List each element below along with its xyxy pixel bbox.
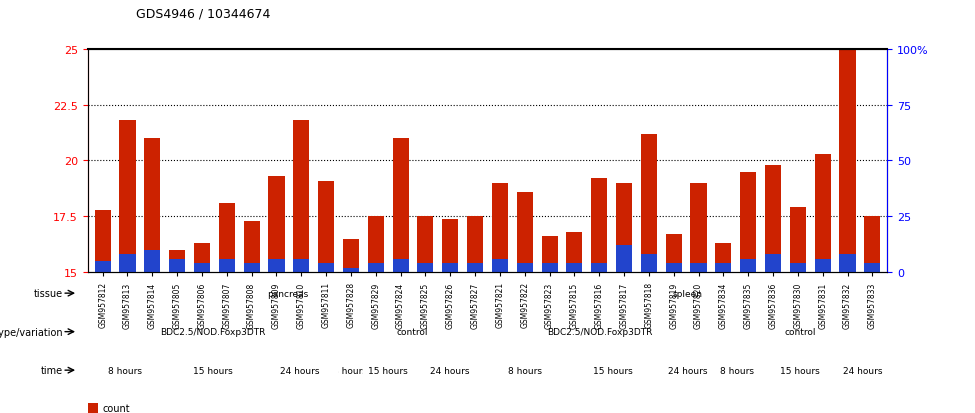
- Bar: [517, 192, 532, 273]
- Bar: [417, 217, 434, 273]
- Text: 24 hours: 24 hours: [430, 366, 470, 375]
- Bar: [541, 263, 558, 273]
- Bar: [293, 121, 309, 273]
- Bar: [318, 181, 334, 273]
- Text: 8 hours: 8 hours: [721, 366, 755, 375]
- Text: control: control: [397, 328, 428, 336]
- Bar: [169, 259, 185, 273]
- Text: 15 hours: 15 hours: [780, 366, 820, 375]
- Text: 15 hours: 15 hours: [368, 366, 408, 375]
- Bar: [716, 244, 731, 273]
- Bar: [443, 263, 458, 273]
- Text: genotype/variation: genotype/variation: [0, 327, 63, 337]
- Text: count: count: [102, 404, 130, 413]
- Bar: [641, 134, 657, 273]
- Bar: [815, 259, 831, 273]
- Text: time: time: [41, 365, 63, 375]
- Bar: [244, 263, 259, 273]
- Text: 15 hours: 15 hours: [593, 366, 633, 375]
- Bar: [790, 208, 806, 273]
- Bar: [268, 259, 285, 273]
- Bar: [839, 50, 856, 273]
- Bar: [119, 255, 136, 273]
- Bar: [566, 263, 582, 273]
- Bar: [169, 250, 185, 273]
- Text: control: control: [784, 328, 815, 336]
- Text: 24 hours: 24 hours: [281, 366, 320, 375]
- Bar: [443, 219, 458, 273]
- Bar: [765, 255, 781, 273]
- Bar: [790, 263, 806, 273]
- Bar: [268, 177, 285, 273]
- Bar: [690, 183, 707, 273]
- Bar: [343, 239, 359, 273]
- Bar: [517, 263, 532, 273]
- Bar: [740, 259, 757, 273]
- Text: tissue: tissue: [34, 288, 63, 299]
- Bar: [591, 179, 607, 273]
- Bar: [144, 139, 160, 273]
- Bar: [666, 263, 682, 273]
- Bar: [740, 172, 757, 273]
- Bar: [591, 263, 607, 273]
- Bar: [864, 263, 880, 273]
- Bar: [616, 246, 632, 273]
- Bar: [815, 154, 831, 273]
- Bar: [666, 235, 682, 273]
- Text: BDC2.5/NOD.Foxp3DTR: BDC2.5/NOD.Foxp3DTR: [547, 328, 652, 336]
- Text: 8 hours: 8 hours: [508, 366, 542, 375]
- Text: 15 hours: 15 hours: [193, 366, 233, 375]
- Bar: [417, 263, 434, 273]
- Bar: [194, 263, 210, 273]
- Bar: [393, 259, 409, 273]
- Bar: [491, 183, 508, 273]
- Bar: [541, 237, 558, 273]
- Bar: [368, 217, 384, 273]
- Bar: [293, 259, 309, 273]
- Bar: [95, 261, 111, 273]
- Bar: [368, 263, 384, 273]
- Bar: [690, 263, 707, 273]
- Text: 24 hours: 24 hours: [842, 366, 882, 375]
- Bar: [218, 259, 235, 273]
- Bar: [765, 166, 781, 273]
- Bar: [616, 183, 632, 273]
- Bar: [194, 244, 210, 273]
- Bar: [839, 255, 856, 273]
- Bar: [641, 255, 657, 273]
- Bar: [343, 268, 359, 273]
- Bar: [144, 250, 160, 273]
- Text: 8 hours: 8 hours: [333, 366, 367, 375]
- Bar: [318, 263, 334, 273]
- Bar: [566, 233, 582, 273]
- Bar: [393, 139, 409, 273]
- Bar: [467, 217, 484, 273]
- Text: pancreas: pancreas: [267, 289, 308, 298]
- Bar: [88, 404, 98, 413]
- Text: 24 hours: 24 hours: [668, 366, 707, 375]
- Bar: [716, 263, 731, 273]
- Text: BDC2.5/NOD.Foxp3DTR: BDC2.5/NOD.Foxp3DTR: [160, 328, 265, 336]
- Text: spleen: spleen: [673, 289, 702, 298]
- Bar: [218, 204, 235, 273]
- Bar: [491, 259, 508, 273]
- Bar: [467, 263, 484, 273]
- Bar: [119, 121, 136, 273]
- Text: GDS4946 / 10344674: GDS4946 / 10344674: [136, 8, 271, 21]
- Bar: [95, 210, 111, 273]
- Bar: [864, 217, 880, 273]
- Text: 8 hours: 8 hours: [108, 366, 142, 375]
- Bar: [244, 221, 259, 273]
